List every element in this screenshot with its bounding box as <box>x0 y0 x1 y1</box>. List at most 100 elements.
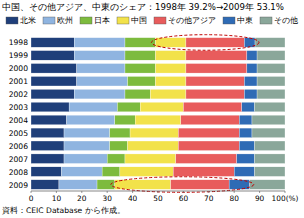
bar-segment <box>155 51 185 61</box>
source: 資料：CEIC Database から作成。 <box>2 206 125 215</box>
x-tick-label: 70 <box>204 194 214 203</box>
category-label: 2006 <box>9 142 28 151</box>
x-tick-label: 50 <box>153 194 163 203</box>
bar-segment <box>102 167 120 177</box>
bar-segment <box>128 141 179 151</box>
x-tick <box>158 191 159 193</box>
bar-segment <box>247 64 257 74</box>
bar-segment <box>257 76 285 86</box>
bar-segment <box>250 180 285 190</box>
bar-segment <box>186 64 247 74</box>
bar-segment <box>117 102 140 112</box>
legend-label: その他 <box>274 16 298 25</box>
bar-segment <box>155 38 185 48</box>
bar-segment <box>252 128 285 138</box>
x-tick-label: 30 <box>102 194 112 203</box>
x-tick-label: 80 <box>229 194 239 203</box>
bar-segment <box>257 51 285 61</box>
bar-segment <box>64 154 107 164</box>
bar-segment <box>31 102 69 112</box>
bar-segment <box>107 154 125 164</box>
highlight <box>111 177 254 193</box>
x-tick <box>81 191 82 193</box>
bar-segment <box>125 89 150 99</box>
bar-segment <box>64 128 110 138</box>
legend-label: 欧州 <box>57 16 73 25</box>
bar-segment <box>155 64 185 74</box>
legend-label: 日本 <box>94 16 110 25</box>
bar-segment <box>125 154 176 164</box>
bar-segment <box>255 102 285 112</box>
x-tick <box>132 191 133 193</box>
bar-segment <box>171 180 229 190</box>
bar-segment <box>257 89 285 99</box>
category-label: 2002 <box>9 90 28 99</box>
category-label: 2004 <box>9 116 28 125</box>
bar-segment <box>74 89 125 99</box>
bar-segment <box>237 154 255 164</box>
chart: 中国、その他アジア、中東のシェア：1998年 39.2%→2009年 53.1%… <box>0 0 304 218</box>
bar-segment <box>110 141 128 151</box>
x-tick <box>56 191 57 193</box>
bar-segment <box>64 141 110 151</box>
x-tick-label: 20 <box>77 194 87 203</box>
bar-segment <box>69 102 117 112</box>
bar-segment <box>252 115 285 125</box>
x-tick <box>234 191 235 193</box>
bar-segment <box>178 128 239 138</box>
bar-segment <box>239 141 254 151</box>
bar-segment <box>135 115 181 125</box>
bar-segment <box>239 128 252 138</box>
bar-segment <box>110 128 130 138</box>
category-label: 2009 <box>9 181 28 190</box>
bars <box>31 38 285 190</box>
legend-label: 中国 <box>131 16 147 25</box>
bar-segment <box>59 180 97 190</box>
category-label: 1999 <box>9 51 28 60</box>
x-tick <box>183 191 184 193</box>
bar-segment <box>155 76 185 86</box>
bar-segment <box>77 64 125 74</box>
x-tick <box>208 191 209 193</box>
legend-swatch <box>80 17 92 24</box>
bar-segment <box>186 89 244 99</box>
category-label: 2005 <box>9 129 28 138</box>
bar-segment <box>31 64 77 74</box>
bar-segment <box>186 76 244 86</box>
bar-segment <box>255 141 285 151</box>
bar-segment <box>234 167 254 177</box>
bar-segment <box>244 76 257 86</box>
x-tick-label: 60 <box>179 194 189 203</box>
bar-segment <box>115 115 135 125</box>
bar-segment <box>31 89 74 99</box>
bar-segment <box>31 115 67 125</box>
bar-segment <box>125 51 155 61</box>
legend-swatch <box>154 17 166 24</box>
bar-segment <box>31 51 74 61</box>
x-tick-label: 40 <box>128 194 138 203</box>
bar-segment <box>67 115 115 125</box>
bar-segment <box>128 76 156 86</box>
bar-segment <box>120 167 173 177</box>
bar-segment <box>150 89 186 99</box>
legend-swatch <box>223 17 235 24</box>
legend-label: 中東 <box>237 16 253 25</box>
bar-segment <box>239 115 252 125</box>
x-tick-label: 10 <box>52 194 62 203</box>
bar-segment <box>186 38 244 48</box>
bar-segment <box>181 115 239 125</box>
x-tick <box>259 191 260 193</box>
x-tick-label: 90 <box>255 194 265 203</box>
x-tick-label: 0 <box>29 194 34 203</box>
bar-segment <box>115 180 171 190</box>
bar-segment <box>125 38 155 48</box>
bar-segment <box>242 102 255 112</box>
bar-segment <box>173 167 234 177</box>
category-label: 1998 <box>9 38 28 47</box>
bar-segment <box>257 64 285 74</box>
bar-segment <box>130 128 178 138</box>
category-label: 2007 <box>9 155 28 164</box>
bar-segment <box>183 102 241 112</box>
category-label: 2001 <box>9 77 28 86</box>
bar-segment <box>247 51 257 61</box>
